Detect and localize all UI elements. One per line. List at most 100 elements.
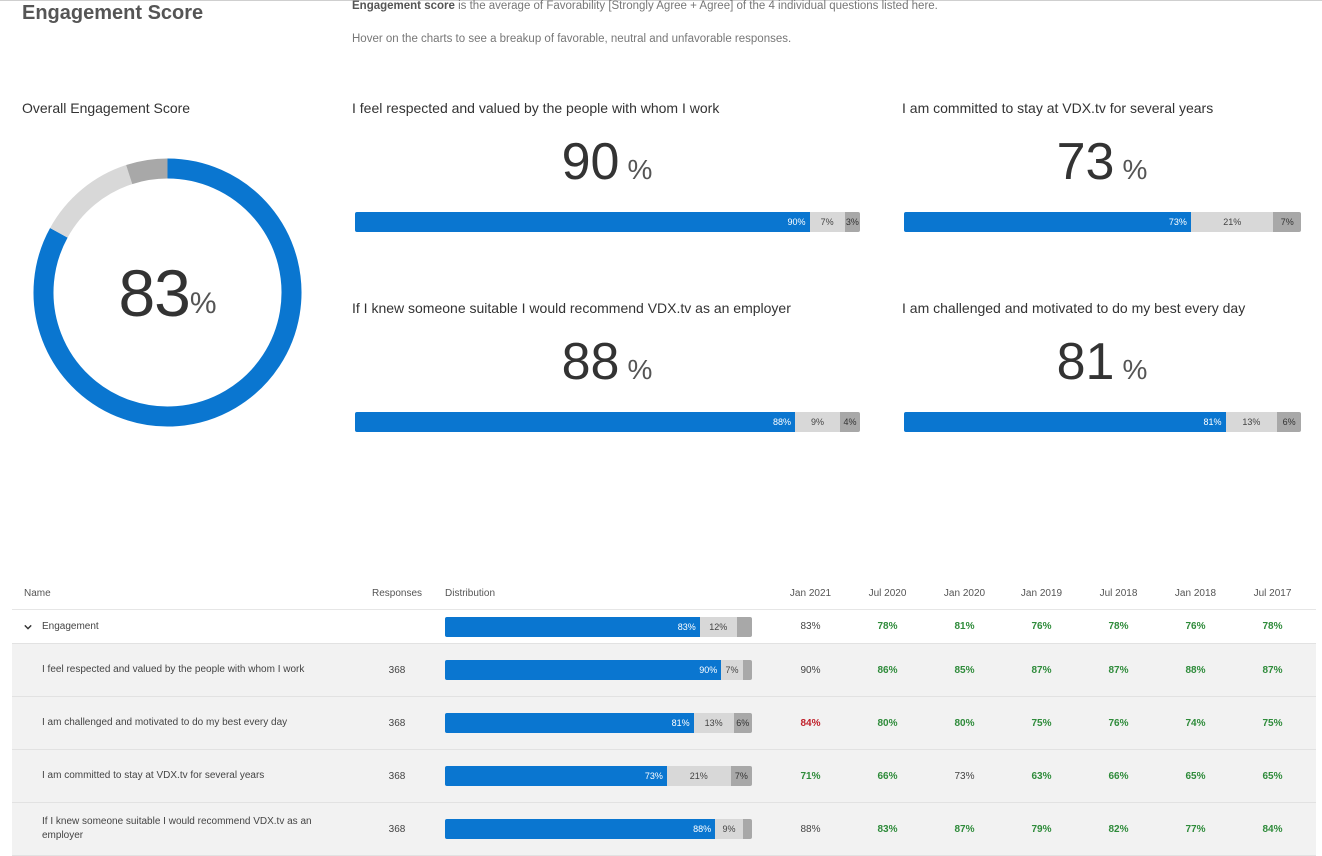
overall-donut-chart[interactable] [30,155,305,430]
unfavorable-segment[interactable]: 3% [844,212,860,232]
table-row[interactable]: If I knew someone suitable I would recom… [12,803,1316,856]
score-cell: 78% [1262,621,1283,632]
table-group-row[interactable]: Engagement 83% 12% 83% 78% 81% 76% 78% 7… [12,610,1316,644]
score-cell: 83% [877,823,898,835]
favorable-segment[interactable]: 88% [355,412,795,432]
score-cell: 65% [1185,770,1206,782]
favorable-label: 88% [693,824,712,834]
favorable-segment[interactable]: 90% [355,212,810,232]
question-title: I feel respected and valued by the peopl… [352,100,720,116]
distribution-bar[interactable]: 73% 21% 7% [445,766,752,786]
header-date[interactable]: Jul 2017 [1253,588,1292,599]
favorable-segment[interactable]: 90% [445,660,722,680]
distribution-bar[interactable]: 88% 9% [445,819,752,839]
neutral-segment[interactable]: 7% [809,212,845,232]
unfavorable-arc[interactable] [126,158,168,185]
score-description: Engagement score is the average of Favor… [352,0,938,12]
header-name[interactable]: Name [24,588,51,599]
neutral-label: 7% [725,665,739,675]
question-card-challenged: I am challenged and motivated to do my b… [902,300,1302,432]
question-score: 90% [352,132,862,191]
unfavorable-segment[interactable] [742,660,752,680]
score-cell: 76% [1185,621,1206,632]
favorable-label: 81% [1203,417,1222,427]
distribution-bar[interactable]: 73% 21% 7% [904,212,1301,232]
neutral-arc[interactable] [50,165,133,238]
unfavorable-segment[interactable]: 6% [733,713,752,733]
question-score-number: 73 [1056,133,1115,191]
unfavorable-segment[interactable] [742,819,752,839]
neutral-label: 13% [1242,417,1261,427]
distribution-bar[interactable]: 88% 9% 4% [355,412,860,432]
table-row[interactable]: I am challenged and motivated to do my b… [12,697,1316,750]
distribution-bar[interactable]: 81% 13% 6% [904,412,1301,432]
question-name: I am committed to stay at VDX.tv for sev… [42,770,265,781]
question-name: I feel respected and valued by the peopl… [42,664,305,675]
question-name: I am challenged and motivated to do my b… [42,717,288,728]
question-score-number: 81 [1056,333,1115,391]
neutral-segment[interactable]: 12% [699,616,737,637]
unfavorable-segment[interactable] [736,616,752,637]
neutral-label: 13% [704,718,723,728]
favorable-segment[interactable]: 73% [445,766,667,786]
score-cell: 73% [954,770,975,782]
neutral-segment[interactable]: 9% [795,412,840,432]
distribution-bar[interactable]: 90% 7% 3% [355,212,860,232]
header-date[interactable]: Jan 2018 [1174,588,1217,599]
distribution-bar[interactable]: 90% 7% [445,660,752,680]
neutral-segment[interactable]: 13% [693,713,734,733]
score-cell: 71% [800,770,821,782]
score-cell: 88% [1185,664,1206,676]
header-date[interactable]: Jul 2020 [868,588,907,599]
neutral-segment[interactable]: 7% [721,660,743,680]
favorable-segment[interactable]: 73% [904,212,1191,232]
unfavorable-segment[interactable]: 7% [730,766,752,786]
unfavorable-label: 3% [845,217,859,227]
question-title: If I knew someone suitable I would recom… [352,300,791,316]
neutral-label: 7% [820,217,834,227]
unfavorable-label: 7% [1280,217,1294,227]
neutral-segment[interactable]: 21% [1190,212,1274,232]
favorable-segment[interactable]: 81% [904,412,1226,432]
favorable-segment[interactable]: 81% [445,713,694,733]
distribution-bar[interactable]: 81% 13% 6% [445,713,752,733]
header-date[interactable]: Jan 2021 [789,588,832,599]
header-date[interactable]: Jan 2020 [943,588,986,599]
unfavorable-segment[interactable]: 6% [1277,412,1301,432]
responses-cell: 368 [388,717,406,729]
header-responses[interactable]: Responses [371,588,423,599]
question-score-unit: % [1122,154,1148,185]
engagement-table: Name Responses Distribution Jan 2021 Jul… [12,578,1316,856]
neutral-segment[interactable]: 9% [715,819,743,839]
description-bold: Engagement score [352,0,455,12]
header-distribution[interactable]: Distribution [445,588,496,599]
favorable-label: 83% [677,621,696,632]
distribution-cell: 90% 7% [437,660,772,680]
favorable-arc[interactable] [33,158,302,427]
header-date[interactable]: Jan 2019 [1020,588,1063,599]
score-cell: 76% [1108,717,1129,729]
chevron-down-icon[interactable] [24,623,32,631]
question-score-unit: % [627,154,653,185]
header-date[interactable]: Jul 2018 [1099,588,1138,599]
group-name: Engagement [42,621,99,632]
unfavorable-label: 7% [734,771,748,781]
favorable-segment[interactable]: 88% [445,819,716,839]
question-score: 81% [902,332,1302,391]
neutral-segment[interactable]: 21% [666,766,731,786]
question-score-unit: % [627,354,653,385]
table-row[interactable]: I feel respected and valued by the peopl… [12,644,1316,697]
unfavorable-segment[interactable]: 4% [839,412,860,432]
score-cell: 78% [1108,621,1129,632]
score-cell: 63% [1031,770,1052,782]
neutral-segment[interactable]: 13% [1225,412,1278,432]
question-card-committed: I am committed to stay at VDX.tv for sev… [902,100,1302,232]
distribution-cell: 88% 9% [437,819,772,839]
favorable-segment[interactable]: 83% [445,616,700,637]
unfavorable-segment[interactable]: 7% [1273,212,1301,232]
overall-score-label: Overall Engagement Score [22,100,191,116]
distribution-bar[interactable]: 83% 12% [445,616,752,637]
score-cell: 79% [1031,823,1052,835]
table-row[interactable]: I am committed to stay at VDX.tv for sev… [12,750,1316,803]
question-score: 88% [352,332,862,391]
